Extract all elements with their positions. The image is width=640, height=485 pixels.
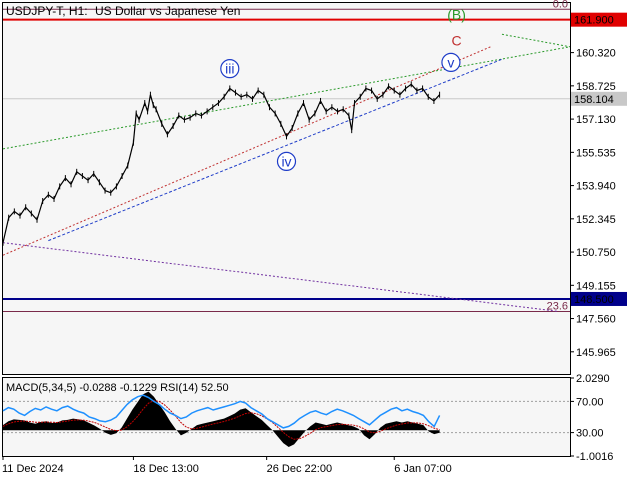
x-tick-label: 26 Dec 22:00 bbox=[267, 463, 332, 475]
wave-label-B: (B) bbox=[447, 6, 466, 22]
wave-blue-trendline[interactable] bbox=[48, 58, 503, 242]
y-tick-label: 160.320 bbox=[576, 48, 616, 60]
chart-title: USDJPY-T, H1: US Dollar vs Japanese Yen bbox=[6, 4, 240, 18]
y-tick-label: 145.965 bbox=[576, 347, 616, 359]
symbol-label: USDJPY-T, H1: bbox=[6, 4, 88, 18]
resistance-label: 161.900 bbox=[574, 15, 614, 27]
x-tick-label: 11 Dec 2024 bbox=[2, 463, 64, 475]
indicator-label: MACD(5,34,5) -0.0288 -0.1229 RSI(14) 52.… bbox=[6, 382, 229, 394]
indicator-tick-label: 2.0290 bbox=[576, 373, 610, 385]
y-tick-label: 147.560 bbox=[576, 314, 616, 326]
y-tick-label: 149.155 bbox=[576, 280, 616, 292]
description-label: US Dollar vs Japanese Yen bbox=[95, 4, 240, 18]
main-plot-area[interactable] bbox=[2, 2, 571, 375]
x-tick-label: 18 Dec 13:00 bbox=[133, 463, 198, 475]
wave-red-trendline[interactable] bbox=[2, 46, 491, 256]
lower-purple-line[interactable] bbox=[2, 242, 559, 312]
y-tick-label: 158.725 bbox=[576, 81, 616, 93]
macd-signal-line[interactable] bbox=[2, 400, 440, 440]
upper-channel-line[interactable] bbox=[2, 46, 571, 150]
current-price-label: 158.104 bbox=[574, 94, 614, 106]
indicator-tick-label: 30.00 bbox=[576, 428, 604, 440]
y-tick-label: 152.345 bbox=[576, 214, 616, 226]
wave-iii-circle bbox=[220, 59, 240, 79]
indicator-tick-label: 70.00 bbox=[576, 396, 604, 408]
support-box bbox=[571, 291, 627, 306]
wave-v-circle bbox=[441, 52, 461, 73]
wave-label-v: v bbox=[447, 54, 454, 70]
fib-23.6-label: 23.6 bbox=[547, 300, 568, 312]
macd-histogram[interactable] bbox=[3, 391, 440, 447]
fib-0-label: 0.0 bbox=[553, 0, 568, 10]
y-tick-label: 155.535 bbox=[576, 147, 616, 159]
y-tick-label: 157.130 bbox=[576, 114, 616, 126]
y-tick-label: 150.750 bbox=[576, 247, 616, 259]
wave-label-iii: iii bbox=[225, 61, 234, 77]
rsi-line[interactable] bbox=[2, 394, 441, 429]
wave-label-iv: iv bbox=[281, 153, 291, 169]
current-price-box bbox=[571, 91, 627, 106]
wave-iv-circle bbox=[276, 151, 297, 172]
y-tick-label: 153.940 bbox=[576, 181, 616, 193]
resistance-box bbox=[571, 12, 627, 27]
x-tick-label: 6 Jan 07:00 bbox=[394, 463, 452, 475]
upper-channel-line-b[interactable] bbox=[501, 33, 571, 48]
indicator-tick-label: -1.0016 bbox=[576, 451, 613, 463]
price-line[interactable] bbox=[2, 83, 441, 243]
support-label: 148.500 bbox=[574, 294, 614, 306]
wave-label-C: C bbox=[452, 33, 462, 49]
